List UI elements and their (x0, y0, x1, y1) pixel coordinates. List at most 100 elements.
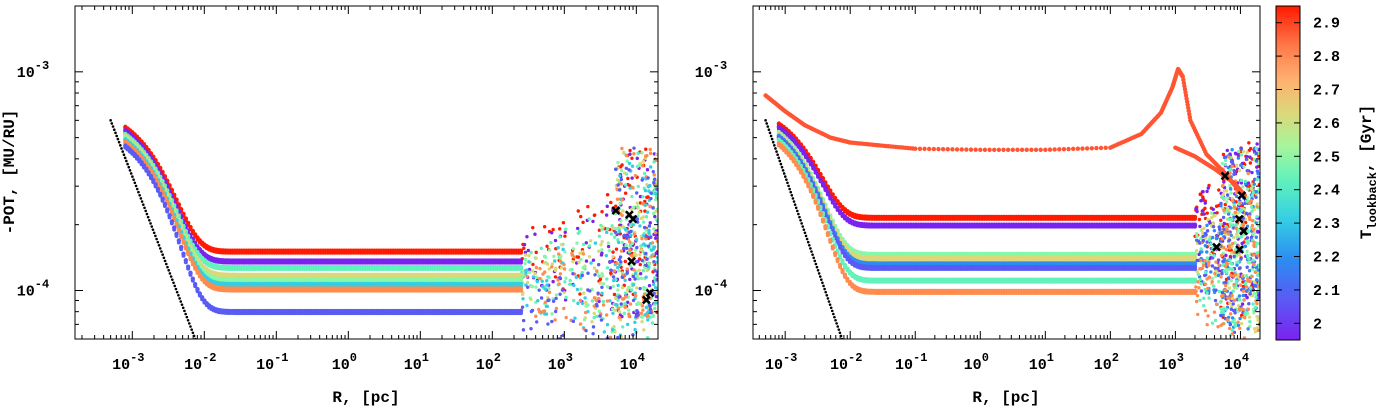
series-scatter-point (543, 287, 548, 291)
series-scatter-point (636, 344, 639, 347)
series-point (181, 240, 186, 245)
series-scatter-point (554, 296, 558, 301)
series-scatter-point (579, 287, 583, 291)
series-tail-point (653, 306, 657, 311)
series-scatter-point (608, 335, 613, 339)
series-scatter-point (574, 275, 578, 280)
series-scatter-point (640, 341, 643, 344)
series-scatter-point (1203, 201, 1207, 205)
series-tail-point (619, 249, 624, 253)
series-scatter-point (611, 278, 616, 283)
series-point (165, 209, 170, 214)
series-scatter-point (647, 303, 652, 307)
series-scatter-point (603, 346, 606, 349)
series-point (158, 193, 163, 198)
series-tail-point (648, 221, 652, 225)
black-line-point (765, 122, 768, 125)
black-line-point (164, 262, 168, 266)
series-scatter-point (616, 288, 620, 292)
black-line-point (775, 150, 778, 153)
series-scatter-point (642, 242, 646, 246)
series-scatter-point (586, 271, 590, 275)
x-tick-label: 101 (404, 351, 429, 374)
series-tail-point (644, 275, 648, 279)
series-scatter-point (571, 259, 575, 264)
series-scatter-point (588, 239, 593, 243)
series-scatter-point (550, 319, 554, 324)
series-tail-point (630, 207, 634, 211)
series-scatter-point (578, 322, 583, 326)
series-scatter-point (534, 265, 539, 270)
series-tail-point (638, 252, 642, 257)
series-scatter-point (569, 342, 572, 345)
series-tail-point (636, 301, 640, 305)
series-tail-point (654, 294, 658, 299)
x-tick-exponent: -2 (202, 351, 216, 365)
series-tail-point (621, 297, 625, 301)
series-tail-point (626, 235, 630, 239)
series-scatter-point (1219, 218, 1223, 222)
black-line-point (152, 231, 156, 235)
series-tail-point (620, 240, 624, 245)
series-tail-point (1223, 202, 1227, 207)
series-scatter-point (521, 328, 526, 332)
series-scatter-point (529, 309, 534, 314)
series-tail-point (616, 183, 620, 187)
series-scatter-point (580, 273, 584, 278)
series-point (183, 246, 188, 251)
series-scatter-point (520, 305, 525, 309)
series-tail-point (615, 178, 620, 182)
black-line-point (808, 243, 811, 247)
series-scatter-point (645, 257, 649, 261)
black-line-point (144, 209, 148, 213)
series-tail-point (624, 166, 628, 170)
series-scatter-point (625, 322, 630, 327)
series-scatter-point (598, 281, 603, 285)
black-line-point (805, 237, 809, 241)
series-scatter-point (615, 342, 618, 345)
series-scatter-point (1199, 199, 1203, 203)
series-scatter-point (556, 245, 560, 250)
series-tail-point (613, 308, 618, 312)
black-line-point (168, 272, 172, 275)
black-line-point (127, 165, 131, 169)
series-scatter-point (647, 228, 651, 233)
series-tail-point (613, 296, 618, 301)
series-scatter-point (571, 298, 576, 303)
black-line-point (835, 322, 838, 325)
series-tail-point (630, 194, 634, 199)
series-scatter-point (578, 292, 582, 296)
black-line-point (800, 222, 803, 225)
series-scatter-point (619, 302, 623, 306)
series-scatter-point (558, 256, 562, 260)
series-scatter-point (600, 272, 604, 276)
series-tail-point (653, 191, 658, 196)
black-line-point (111, 125, 115, 128)
series-scatter-point (531, 275, 536, 279)
black-line-point (191, 331, 195, 335)
black-line-point (777, 156, 781, 160)
series-scatter-point (608, 286, 612, 290)
series-scatter-point (527, 267, 532, 272)
series-scatter-point (1240, 241, 1244, 246)
series-tail-point (655, 270, 658, 274)
series-scatter-point (597, 299, 601, 304)
series-scatter-point (642, 292, 647, 296)
black-line-point (155, 237, 158, 241)
series-tail-point (654, 251, 658, 256)
series-point (518, 311, 523, 316)
series-scatter-point (638, 224, 642, 228)
series-scatter-point (573, 316, 577, 320)
black-line-point (179, 300, 183, 303)
series-tail-point (629, 288, 634, 292)
series-scatter-point (530, 284, 535, 289)
series-scatter-point (521, 297, 525, 301)
series-scatter-point (1199, 192, 1203, 196)
series-tail-point (620, 146, 624, 151)
series-tail-point (619, 182, 623, 186)
series-scatter-point (572, 283, 576, 288)
series-tail-point (1234, 152, 1238, 156)
black-line-point (117, 140, 121, 144)
series-scatter-point (1247, 141, 1251, 145)
series-scatter-point (594, 298, 598, 303)
